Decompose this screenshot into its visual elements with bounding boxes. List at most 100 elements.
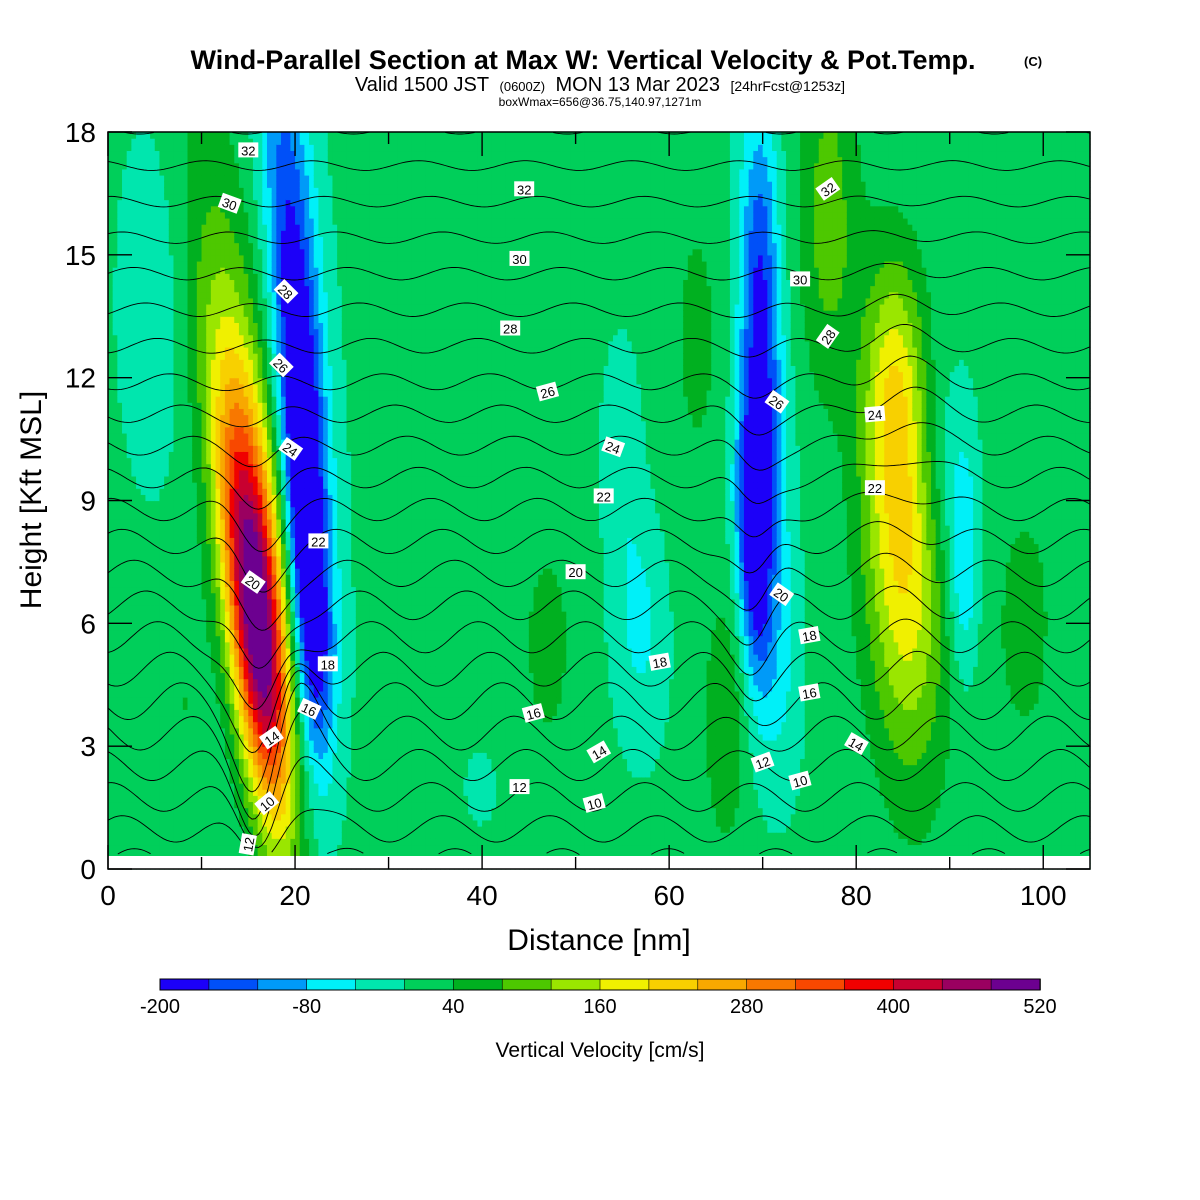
velocity-cell xyxy=(122,427,127,434)
velocity-cell xyxy=(150,550,155,557)
velocity-cell xyxy=(192,808,197,815)
velocity-cell xyxy=(202,765,207,772)
velocity-cell xyxy=(253,525,258,532)
velocity-cell xyxy=(230,703,235,710)
velocity-cell xyxy=(281,476,286,483)
velocity-cell xyxy=(244,322,249,329)
velocity-cell xyxy=(155,752,160,759)
velocity-cell xyxy=(127,243,132,250)
velocity-cell xyxy=(141,752,146,759)
velocity-cell xyxy=(159,396,164,403)
velocity-cell xyxy=(225,427,230,434)
velocity-cell xyxy=(164,193,169,200)
velocity-cell xyxy=(178,531,183,538)
velocity-cell xyxy=(178,365,183,372)
velocity-cell xyxy=(230,175,235,182)
velocity-cell xyxy=(244,593,249,600)
velocity-cell xyxy=(155,844,160,851)
velocity-cell xyxy=(108,629,113,636)
velocity-cell xyxy=(169,322,174,329)
velocity-cell xyxy=(141,138,146,145)
velocity-cell xyxy=(108,365,113,372)
velocity-cell xyxy=(108,476,113,483)
velocity-cell xyxy=(113,826,118,833)
velocity-cell xyxy=(197,820,202,827)
velocity-cell xyxy=(178,648,183,655)
velocity-cell xyxy=(216,525,221,532)
velocity-cell xyxy=(220,365,225,372)
velocity-cell xyxy=(173,531,178,538)
velocity-cell xyxy=(272,691,277,698)
velocity-cell xyxy=(159,427,164,434)
velocity-cell xyxy=(113,722,118,729)
velocity-cell xyxy=(216,249,221,256)
velocity-cell xyxy=(145,402,150,409)
velocity-cell xyxy=(136,458,141,465)
velocity-cell xyxy=(234,470,239,477)
velocity-cell xyxy=(211,801,216,808)
velocity-cell xyxy=(258,273,263,280)
velocity-cell xyxy=(122,236,127,243)
velocity-cell xyxy=(188,765,193,772)
velocity-cell xyxy=(183,212,188,219)
velocity-cell xyxy=(188,144,193,151)
velocity-cell xyxy=(188,212,193,219)
velocity-cell xyxy=(286,402,291,409)
velocity-cell xyxy=(136,722,141,729)
velocity-cell xyxy=(286,691,291,698)
velocity-cell xyxy=(188,513,193,520)
velocity-cell xyxy=(197,777,202,784)
velocity-cell xyxy=(216,335,221,342)
velocity-cell xyxy=(188,586,193,593)
velocity-cell xyxy=(202,157,207,164)
velocity-cell xyxy=(281,771,286,778)
velocity-cell xyxy=(202,169,207,176)
velocity-cell xyxy=(178,138,183,145)
velocity-cell xyxy=(192,550,197,557)
velocity-cell xyxy=(188,808,193,815)
velocity-cell xyxy=(131,820,136,827)
velocity-cell xyxy=(141,617,146,624)
velocity-cell xyxy=(286,157,291,164)
velocity-cell xyxy=(220,255,225,262)
velocity-cell xyxy=(230,230,235,237)
velocity-cell xyxy=(216,826,221,833)
velocity-cell xyxy=(216,163,221,170)
velocity-cell xyxy=(300,617,305,624)
velocity-cell xyxy=(178,826,183,833)
velocity-cell xyxy=(276,470,281,477)
velocity-cell xyxy=(230,243,235,250)
velocity-cell xyxy=(164,359,169,366)
velocity-cell xyxy=(258,144,263,151)
velocity-cell xyxy=(262,359,267,366)
velocity-cell xyxy=(234,464,239,471)
velocity-cell xyxy=(141,236,146,243)
velocity-cell xyxy=(141,734,146,741)
velocity-cell xyxy=(127,543,132,550)
velocity-cell xyxy=(276,132,281,139)
velocity-cell xyxy=(206,629,211,636)
velocity-cell xyxy=(188,777,193,784)
velocity-cell xyxy=(276,458,281,465)
velocity-cell xyxy=(276,525,281,532)
velocity-cell xyxy=(127,365,132,372)
velocity-cell xyxy=(155,494,160,501)
velocity-cell xyxy=(131,513,136,520)
velocity-cell xyxy=(286,427,291,434)
velocity-cell xyxy=(197,771,202,778)
velocity-cell xyxy=(108,826,113,833)
velocity-cell xyxy=(169,470,174,477)
velocity-cell xyxy=(183,531,188,538)
velocity-cell xyxy=(262,408,267,415)
velocity-cell xyxy=(272,476,277,483)
velocity-cell xyxy=(155,709,160,716)
velocity-cell xyxy=(113,838,118,845)
velocity-cell xyxy=(155,255,160,262)
velocity-cell xyxy=(122,298,127,305)
velocity-cell xyxy=(202,734,207,741)
velocity-cell xyxy=(253,605,258,612)
velocity-cell xyxy=(150,734,155,741)
velocity-cell xyxy=(244,286,249,293)
velocity-cell xyxy=(197,629,202,636)
velocity-cell xyxy=(164,642,169,649)
